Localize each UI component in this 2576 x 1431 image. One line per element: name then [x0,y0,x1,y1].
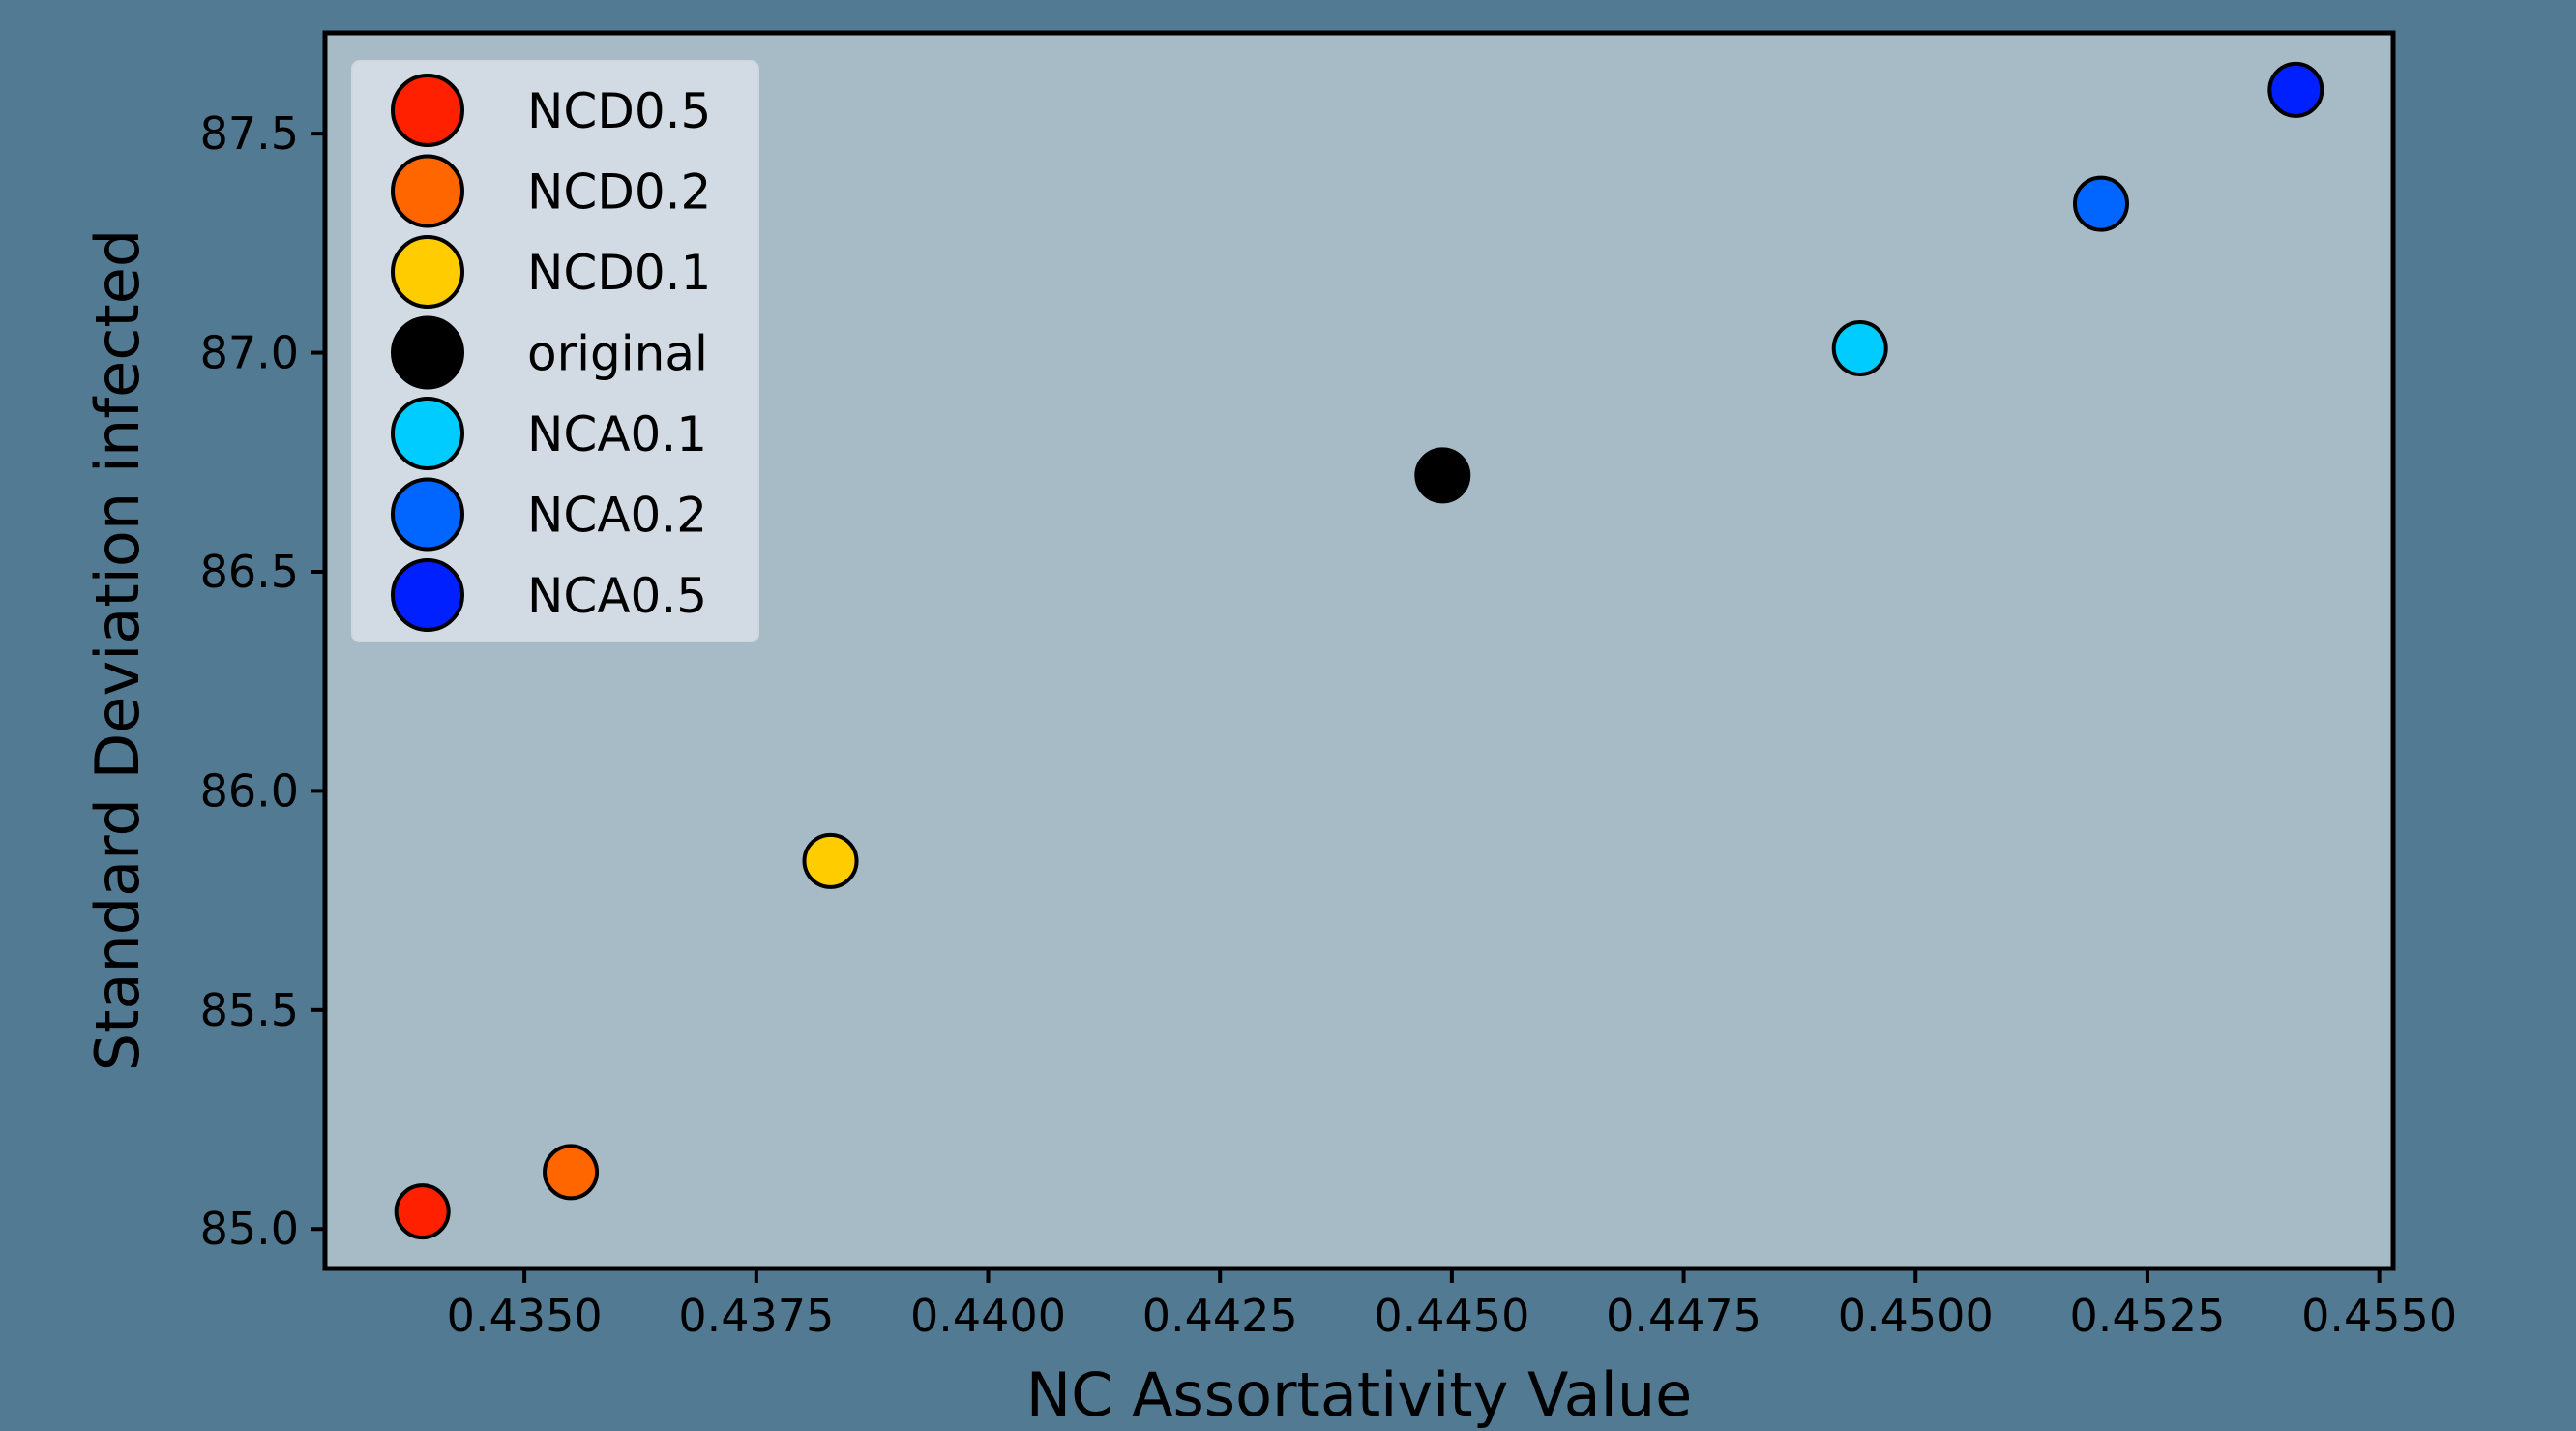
y-tick-label: 86.0 [200,764,299,817]
data-point-nca0-2 [2072,175,2129,232]
x-tick-label: 0.4375 [678,1290,834,1342]
legend: NCD0.5 NCD0.2 NCD0.1 original NCA0.1 NCA0.2 NC… [351,60,759,642]
y-tick-label: 87.5 [200,107,299,160]
data-point-original [1414,447,1471,504]
legend-label: NCA0.2 [527,488,707,544]
x-tick-label: 0.4425 [1142,1290,1298,1342]
data-point-nca0-5 [2267,61,2324,118]
x-axis: 0.4350 0.4375 0.4400 0.4425 0.4450 0.4475 0.45… [447,1268,2457,1342]
x-axis-label: NC Assortativity Value [1026,1359,1693,1430]
y-tick-label: 85.5 [200,984,299,1036]
data-point-nca0-1 [1831,320,1888,377]
data-point-ncd0-1 [802,832,859,889]
legend-label: original [527,326,708,382]
x-tick-label: 0.4350 [447,1290,603,1342]
legend-marker [391,235,464,309]
legend-marker [391,477,464,552]
legend-label: NCA0.1 [527,406,707,462]
legend-marker [391,154,464,228]
y-tick-label: 85.0 [200,1203,299,1255]
data-point-ncd0-2 [543,1144,600,1201]
legend-label: NCA0.5 [527,568,707,624]
y-axis-label: Standard Deviation infected [82,229,153,1071]
y-axis: 85.0 85.5 86.0 86.5 87.0 87.5 [200,107,325,1255]
legend-label: NCD0.2 [527,164,711,221]
legend-marker [391,74,464,147]
x-tick-label: 0.4400 [910,1290,1066,1342]
data-point-ncd0-5 [394,1183,451,1240]
legend-label: NCD0.1 [527,245,711,301]
legend-label: NCD0.5 [527,83,711,139]
x-tick-label: 0.4525 [2069,1290,2225,1342]
x-tick-label: 0.4450 [1374,1290,1529,1342]
y-tick-label: 87.0 [200,327,299,379]
x-tick-label: 0.4500 [1838,1290,1994,1342]
data-points [394,61,2324,1240]
legend-marker [391,315,464,390]
legend-marker [391,397,464,470]
x-tick-label: 0.4550 [2301,1290,2457,1342]
x-tick-label: 0.4475 [1606,1290,1762,1342]
legend-marker [391,558,464,632]
y-tick-label: 86.5 [200,546,299,598]
plot-frame [322,30,2396,1271]
